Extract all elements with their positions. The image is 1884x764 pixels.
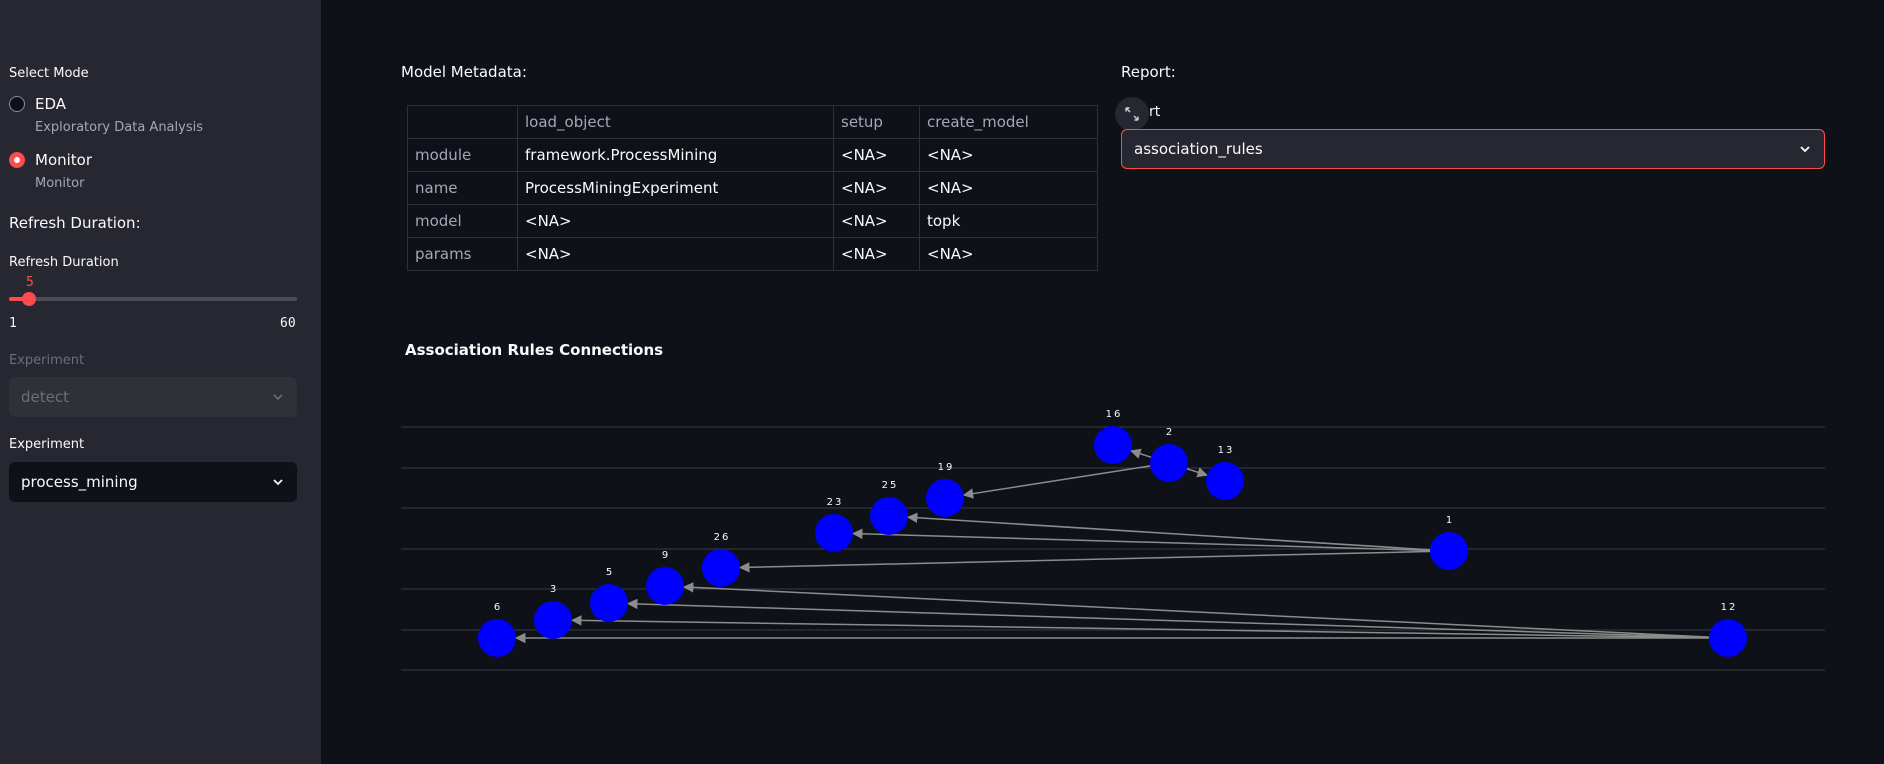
- table-cell: topk: [919, 204, 1098, 238]
- report-select[interactable]: association_rules: [1121, 129, 1825, 169]
- table-cell: <NA>: [833, 171, 920, 205]
- node-label-3: 3: [550, 584, 558, 595]
- table-cell: <NA>: [517, 237, 834, 271]
- table-cell: <NA>: [833, 204, 920, 238]
- chart-title: Association Rules Connections: [405, 341, 664, 359]
- mode-radio-monitor[interactable]: Monitor: [9, 151, 92, 169]
- fullscreen-button[interactable]: [1115, 97, 1149, 131]
- radio-unchecked-icon[interactable]: [9, 96, 25, 112]
- edge-1-25: [906, 512, 1450, 552]
- node-5: [590, 584, 628, 622]
- node-label-9: 9: [662, 550, 670, 561]
- mode-radio-label: EDA: [35, 95, 67, 113]
- chevron-down-icon: [273, 394, 283, 401]
- node-label-2: 2: [1166, 427, 1174, 438]
- edge-2-19: [962, 462, 1170, 499]
- node-26: [702, 549, 740, 587]
- node-label-26: 26: [714, 532, 731, 543]
- node-label-23: 23: [827, 497, 844, 508]
- experiment-disabled-label: Experiment: [9, 353, 85, 368]
- table-header-cell: create_model: [919, 105, 1098, 139]
- node-1: [1430, 532, 1468, 570]
- node-label-25: 25: [882, 480, 899, 491]
- refresh-heading: Refresh Duration:: [9, 214, 141, 232]
- report-label: Report:: [1121, 63, 1176, 81]
- table-cell: <NA>: [517, 204, 834, 238]
- table-row-header: params: [407, 237, 518, 271]
- node-label-5: 5: [606, 567, 614, 578]
- table-header-cell: setup: [833, 105, 920, 139]
- node-16: [1094, 426, 1132, 464]
- table-cell: <NA>: [919, 237, 1098, 271]
- node-label-16: 16: [1106, 409, 1123, 420]
- refresh-slider-value: 5: [26, 275, 34, 290]
- mode-radio-eda[interactable]: EDA: [9, 95, 66, 113]
- expand-icon: [1125, 107, 1139, 121]
- slider-max-label: 60: [280, 316, 296, 331]
- chevron-down-icon: [273, 479, 283, 486]
- refresh-slider-label: Refresh Duration: [9, 255, 119, 270]
- node-13: [1206, 462, 1244, 500]
- node-23: [815, 514, 853, 552]
- slider-thumb[interactable]: [22, 292, 36, 306]
- node-label-1: 1: [1446, 515, 1454, 526]
- node-label-12: 12: [1721, 602, 1738, 613]
- slider-min-label: 1: [9, 316, 17, 331]
- mode-radio-label: Monitor: [35, 151, 93, 169]
- metadata-label: Model Metadata:: [401, 63, 527, 81]
- node-3: [534, 601, 572, 639]
- mode-radio-caption: Exploratory Data Analysis: [35, 120, 203, 135]
- sidebar: Select Mode EDA Exploratory Data Analysi…: [0, 0, 321, 764]
- table-cell: framework.ProcessMining: [517, 138, 834, 172]
- radio-checked-icon[interactable]: [9, 152, 25, 168]
- table-row: module framework.ProcessMining <NA> <NA>: [407, 138, 1098, 172]
- edge-12-9: [682, 582, 1729, 639]
- table-cell: <NA>: [919, 171, 1098, 205]
- mode-label: Select Mode: [9, 66, 89, 81]
- slider-fill: [9, 297, 29, 301]
- edge-1-26: [738, 550, 1450, 573]
- node-label-19: 19: [938, 462, 955, 473]
- node-6: [478, 619, 516, 657]
- refresh-slider[interactable]: [9, 292, 297, 306]
- metadata-table: load_object setup create_model module fr…: [407, 105, 1098, 271]
- node-label-13: 13: [1218, 445, 1235, 456]
- report-sublabel: rt: [1149, 104, 1161, 120]
- edge-12-5: [626, 598, 1729, 639]
- table-row: model <NA> <NA> topk: [407, 204, 1098, 238]
- node-label-6: 6: [494, 602, 502, 613]
- table-row-header: model: [407, 204, 518, 238]
- node-2: [1150, 444, 1188, 482]
- experiment-select[interactable]: process_mining: [9, 462, 297, 502]
- node-19: [926, 479, 964, 517]
- edge-12-3: [570, 615, 1729, 639]
- experiment-select-value: process_mining: [21, 473, 138, 491]
- mode-radio-caption: Monitor: [35, 176, 85, 191]
- table-row: params <NA> <NA> <NA>: [407, 237, 1098, 271]
- table-header-cell: [407, 105, 518, 139]
- edge-1-23: [851, 528, 1450, 552]
- report-select-value: association_rules: [1134, 140, 1263, 158]
- experiment-select-disabled: detect: [9, 377, 297, 417]
- node-12: [1709, 619, 1747, 657]
- experiment-select-value: detect: [21, 388, 69, 406]
- node-9: [646, 567, 684, 605]
- experiment-label: Experiment: [9, 437, 85, 452]
- node-25: [870, 497, 908, 535]
- chevron-down-icon: [1800, 146, 1810, 153]
